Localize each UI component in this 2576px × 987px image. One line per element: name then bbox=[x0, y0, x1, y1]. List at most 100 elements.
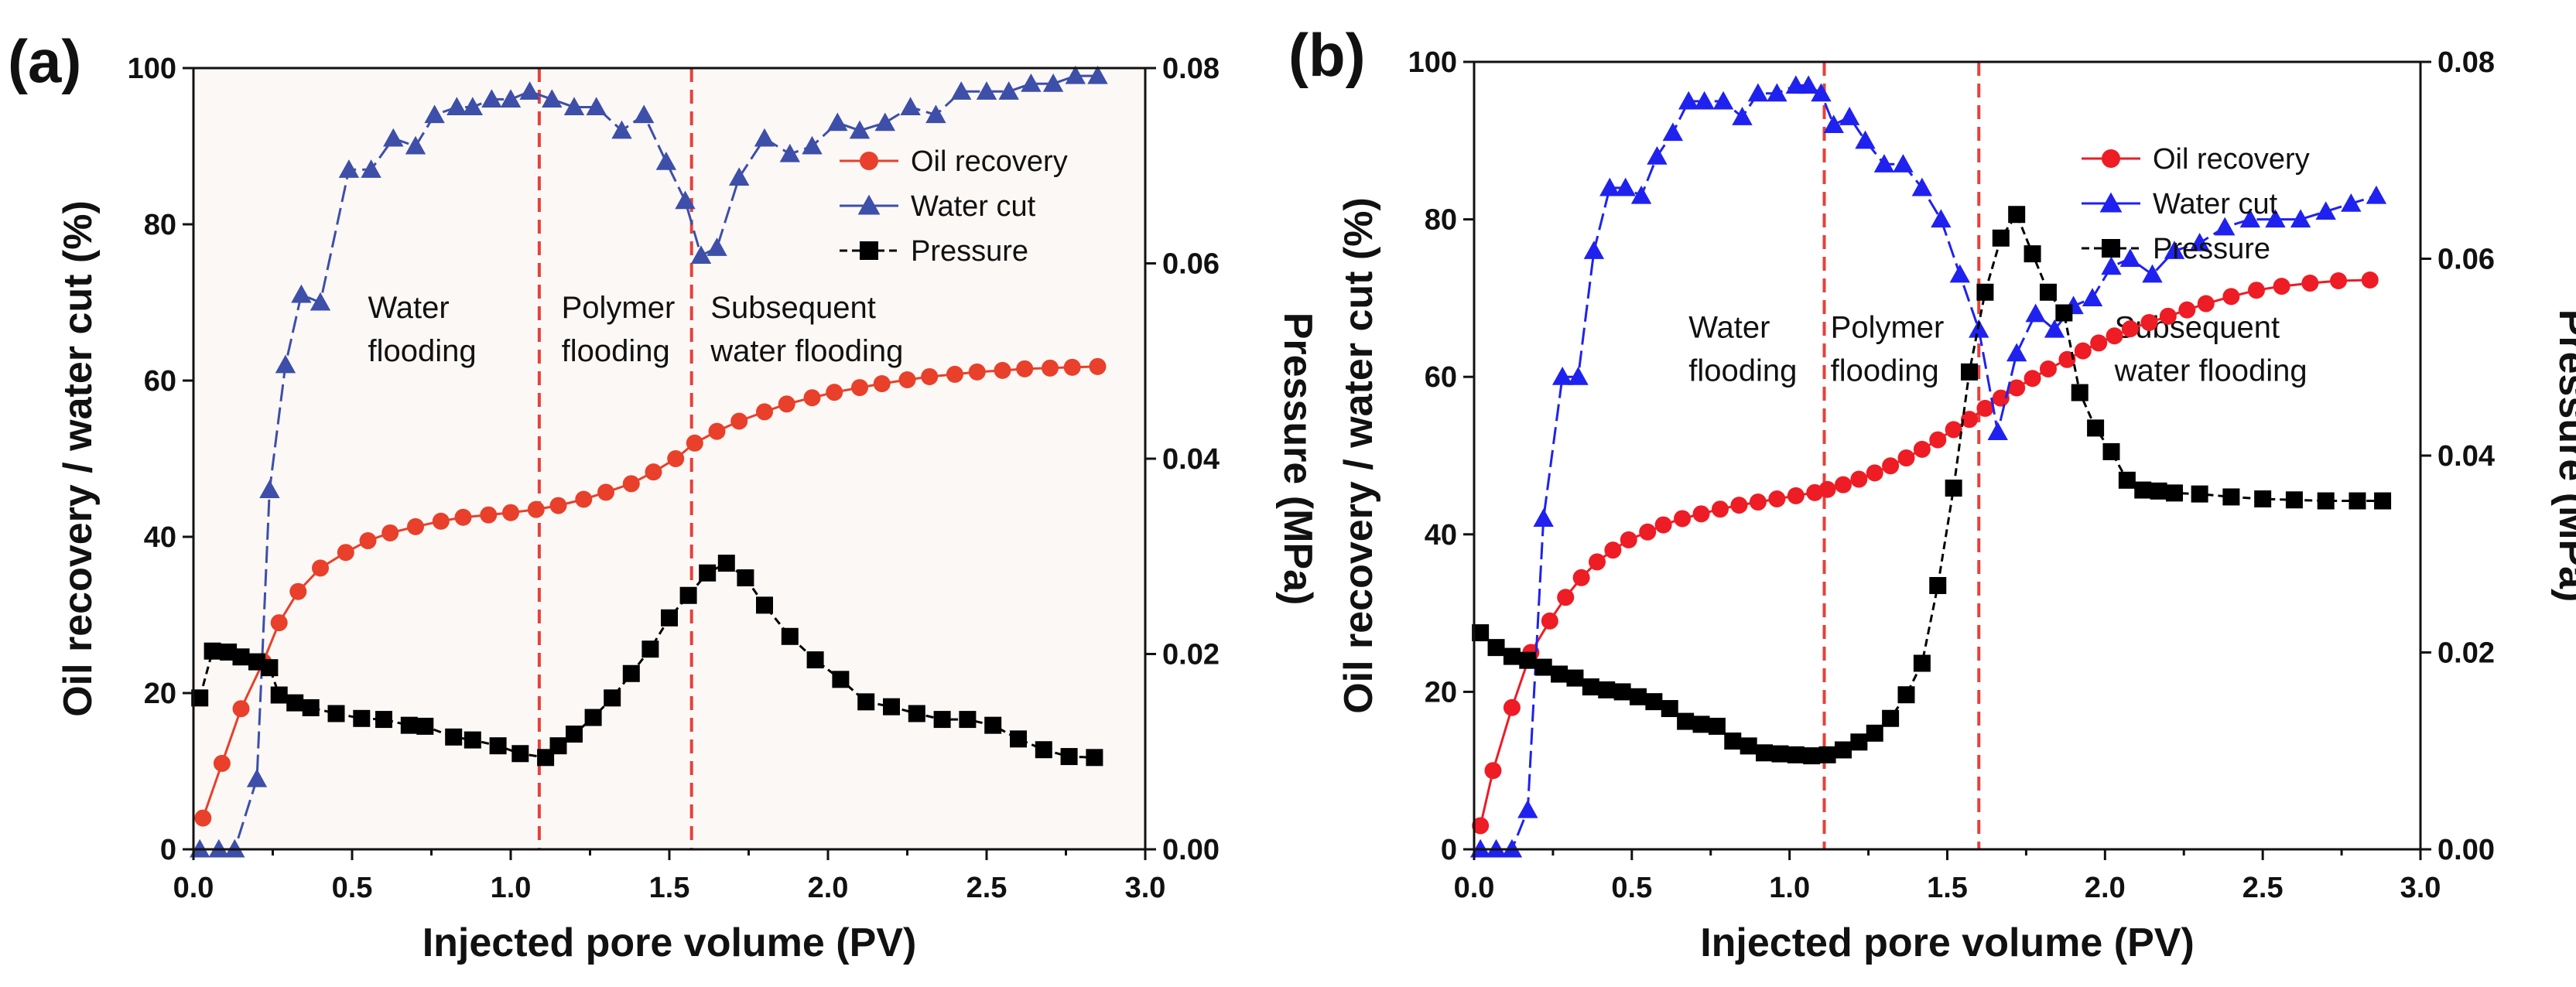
data-point-water-cut bbox=[1987, 422, 2008, 441]
data-point-pressure bbox=[1503, 647, 1521, 665]
data-point-oil-recovery bbox=[1692, 505, 1710, 523]
data-point-pressure bbox=[641, 640, 659, 658]
data-point-pressure bbox=[566, 726, 583, 743]
y2-tick-label: 0.02 bbox=[2437, 637, 2495, 670]
x-tick-label: 2.5 bbox=[2242, 872, 2284, 904]
data-point-water-cut bbox=[2044, 319, 2065, 338]
data-point-pressure bbox=[375, 711, 392, 729]
data-point-water-cut bbox=[586, 97, 607, 116]
data-point-water-cut bbox=[1694, 91, 1715, 110]
data-point-water-cut bbox=[1533, 508, 1554, 527]
data-point-pressure bbox=[1060, 748, 1078, 766]
data-point-pressure bbox=[353, 709, 371, 727]
data-point-water-cut bbox=[1087, 65, 1108, 84]
data-point-oil-recovery bbox=[2248, 282, 2266, 299]
data-point-water-cut bbox=[1517, 799, 1538, 818]
series-line-pressure bbox=[198, 562, 1095, 759]
data-point-water-cut bbox=[1712, 91, 1734, 110]
data-point-oil-recovery bbox=[2197, 295, 2215, 312]
data-point-oil-recovery bbox=[2140, 313, 2158, 331]
stage-label-line1: Polymer bbox=[1831, 310, 1945, 344]
data-point-oil-recovery bbox=[2074, 342, 2092, 360]
data-point-oil-recovery bbox=[708, 422, 726, 440]
data-point-oil-recovery bbox=[2273, 278, 2290, 295]
data-point-oil-recovery bbox=[2039, 360, 2057, 378]
data-point-oil-recovery bbox=[359, 532, 377, 550]
y2-tick-label: 0.02 bbox=[1162, 639, 1220, 671]
data-point-oil-recovery bbox=[803, 389, 821, 407]
data-point-oil-recovery bbox=[2361, 271, 2379, 289]
data-point-oil-recovery bbox=[2008, 379, 2026, 397]
stage-label-line1: Subsequent bbox=[710, 291, 876, 325]
data-point-pressure bbox=[1010, 730, 1027, 748]
data-point-oil-recovery bbox=[432, 512, 450, 530]
data-point-oil-recovery bbox=[2330, 272, 2348, 290]
stage-label-line1: Subsequent bbox=[2115, 310, 2280, 344]
data-point-pressure bbox=[2254, 490, 2272, 507]
data-point-pressure bbox=[286, 694, 304, 712]
data-point-water-cut bbox=[542, 89, 563, 108]
data-point-water-cut bbox=[446, 97, 467, 116]
legend-label: Water cut bbox=[2153, 188, 2278, 220]
y-tick-label: 40 bbox=[1425, 519, 1457, 552]
data-point-water-cut bbox=[500, 89, 522, 108]
data-point-oil-recovery bbox=[1042, 359, 1059, 377]
data-point-pressure bbox=[1866, 724, 1883, 742]
data-point-oil-recovery bbox=[1961, 411, 1979, 429]
data-point-pressure bbox=[511, 745, 529, 763]
data-point-oil-recovery bbox=[1945, 421, 1962, 439]
data-point-oil-recovery bbox=[622, 475, 640, 493]
data-point-water-cut bbox=[2189, 232, 2210, 251]
y2-tick-label: 0.00 bbox=[2437, 834, 2495, 866]
data-point-pressure bbox=[984, 716, 1002, 734]
data-point-oil-recovery bbox=[1604, 541, 1622, 559]
stage-label-line2: flooding bbox=[368, 334, 477, 368]
data-point-water-cut bbox=[900, 97, 921, 116]
y-tick-label: 20 bbox=[144, 678, 176, 710]
data-point-oil-recovery bbox=[194, 809, 212, 827]
data-point-oil-recovery bbox=[1850, 470, 1868, 488]
legend-marker bbox=[860, 241, 878, 260]
legend-label: Pressure bbox=[2153, 233, 2270, 265]
data-point-oil-recovery bbox=[270, 614, 288, 632]
data-point-pressure bbox=[2374, 492, 2392, 510]
data-point-pressure bbox=[806, 651, 824, 669]
y-tick-label: 0 bbox=[1441, 834, 1457, 866]
data-point-water-cut bbox=[1911, 177, 1933, 196]
data-point-oil-recovery bbox=[1749, 494, 1767, 511]
panel-a: Water flooding Polymer flooding Subsequent wa… bbox=[8, 27, 1320, 965]
data-point-oil-recovery bbox=[454, 508, 472, 526]
data-point-oil-recovery bbox=[968, 363, 986, 381]
data-point-pressure bbox=[1787, 746, 1805, 763]
data-point-pressure bbox=[2102, 442, 2120, 460]
plot-area bbox=[1474, 62, 2420, 849]
data-point-water-cut bbox=[2315, 201, 2336, 220]
data-point-oil-recovery bbox=[1654, 516, 1672, 534]
x-axis-title: Injected pore volume (PV) bbox=[1700, 920, 2195, 965]
data-point-oil-recovery bbox=[381, 524, 399, 541]
data-point-oil-recovery bbox=[2024, 370, 2041, 388]
data-point-oil-recovery bbox=[1674, 510, 1692, 528]
data-point-pressure bbox=[661, 609, 678, 627]
data-point-oil-recovery bbox=[1572, 569, 1590, 586]
data-point-water-cut bbox=[976, 81, 997, 100]
y-axis-title: Oil recovery / water cut (%) bbox=[56, 200, 101, 717]
data-point-oil-recovery bbox=[1484, 762, 1502, 780]
data-point-oil-recovery bbox=[1730, 497, 1748, 514]
data-point-oil-recovery bbox=[1976, 399, 1994, 417]
data-point-water-cut bbox=[1678, 91, 1699, 110]
data-point-water-cut bbox=[275, 354, 296, 374]
legend-marker bbox=[860, 152, 878, 170]
data-point-water-cut bbox=[1583, 241, 1605, 259]
legend-label: Oil recovery bbox=[911, 145, 1068, 178]
data-point-oil-recovery bbox=[1557, 589, 1575, 606]
data-point-pressure bbox=[1613, 683, 1631, 701]
legend-label: Oil recovery bbox=[2153, 143, 2310, 176]
data-point-pressure bbox=[1834, 741, 1852, 759]
data-point-pressure bbox=[1629, 688, 1647, 705]
data-point-pressure bbox=[1771, 745, 1789, 763]
data-point-oil-recovery bbox=[1882, 457, 1900, 475]
data-point-water-cut bbox=[1873, 154, 1895, 172]
data-point-pressure bbox=[699, 564, 717, 582]
